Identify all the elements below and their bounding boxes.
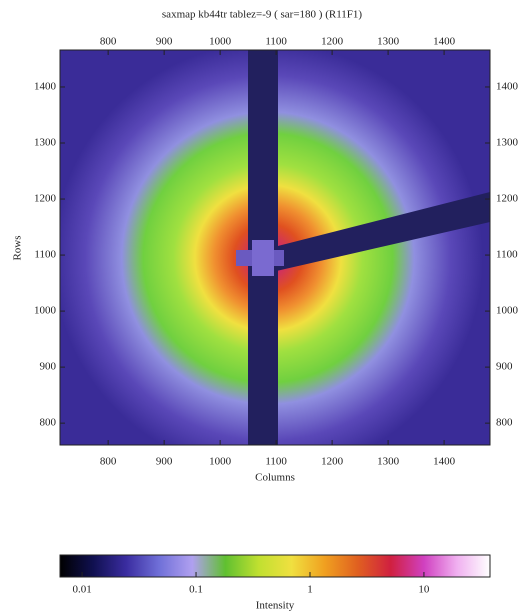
- chart-title: saxmap kb44tr tablez=-9 ( sar=180 ) (R11…: [162, 9, 363, 21]
- y-tick-label: 1300: [34, 137, 57, 149]
- colorbar: [59, 554, 491, 578]
- y-tick-label: 1200: [34, 193, 57, 205]
- colorbar-label: Intensity: [256, 600, 295, 612]
- colorbar-tick-label: 10: [418, 584, 430, 596]
- colorbar-tick-label: 0.01: [72, 584, 91, 596]
- y-tick-label-right: 1400: [496, 81, 519, 93]
- x-axis-label: Columns: [255, 472, 295, 484]
- colorbar-tick-label: 0.1: [189, 584, 203, 596]
- y-tick-label: 1400: [34, 81, 57, 93]
- y-tick-label: 900: [40, 361, 57, 373]
- y-axis-label: Rows: [12, 235, 24, 260]
- x-tick-label-top: 1300: [377, 36, 400, 48]
- x-tick-label-top: 800: [100, 36, 117, 48]
- x-tick-label: 900: [156, 456, 173, 468]
- x-tick-label: 1300: [377, 456, 400, 468]
- x-tick-label-top: 900: [156, 36, 173, 48]
- y-tick-label: 1000: [34, 305, 57, 317]
- y-tick-label-right: 800: [496, 417, 513, 429]
- y-tick-label-right: 1200: [496, 193, 519, 205]
- x-tick-label: 1100: [265, 456, 287, 468]
- y-tick-label: 1100: [34, 249, 56, 261]
- y-tick-label-right: 1000: [496, 305, 519, 317]
- x-tick-label: 800: [100, 456, 117, 468]
- y-tick-label-right: 1100: [496, 249, 518, 261]
- plot-frame: [59, 49, 491, 446]
- y-tick-label-right: 1300: [496, 137, 519, 149]
- colorbar-tick-label: 1: [307, 584, 313, 596]
- x-tick-label: 1200: [321, 456, 344, 468]
- x-tick-label-top: 1100: [265, 36, 287, 48]
- x-tick-label-top: 1400: [433, 36, 456, 48]
- x-tick-label: 1000: [209, 456, 232, 468]
- x-tick-label-top: 1200: [321, 36, 344, 48]
- y-tick-label-right: 900: [496, 361, 513, 373]
- x-tick-label-top: 1000: [209, 36, 232, 48]
- heatmap-image: [60, 50, 490, 445]
- x-tick-label: 1400: [433, 456, 456, 468]
- y-tick-label: 800: [40, 417, 57, 429]
